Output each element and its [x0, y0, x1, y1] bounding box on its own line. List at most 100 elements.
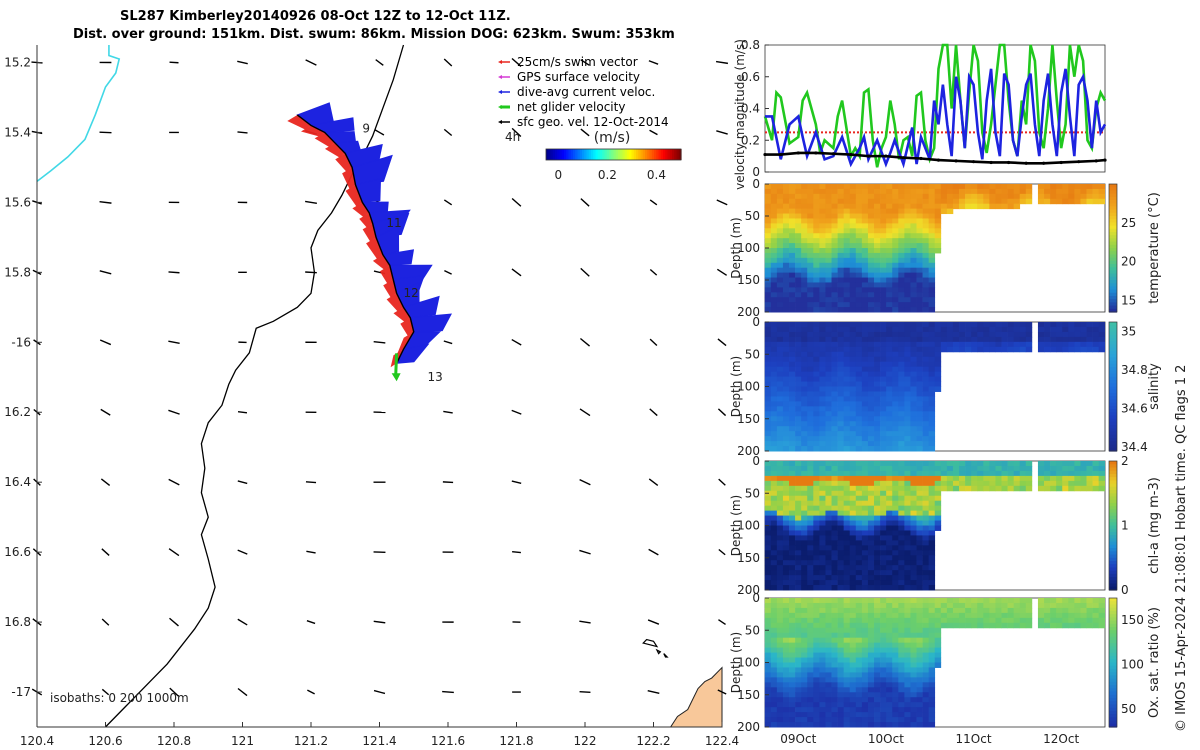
section-cell	[813, 530, 820, 536]
section-cell	[825, 682, 832, 688]
section-cell	[880, 257, 887, 264]
section-cell	[928, 560, 936, 566]
section-cell	[782, 386, 790, 392]
section-cell	[916, 490, 923, 497]
section-cell	[795, 722, 802, 728]
section-cell	[1013, 602, 1021, 609]
section-cell	[898, 391, 905, 397]
map-colorbar-cell	[609, 149, 612, 160]
section-cell	[843, 336, 851, 343]
section-cell	[764, 272, 772, 279]
section-cell	[892, 612, 899, 619]
section-cell	[922, 637, 929, 644]
section-cell	[789, 208, 796, 215]
section-cell	[916, 550, 923, 556]
section-cell	[843, 361, 851, 368]
section-cell	[801, 722, 808, 728]
section-cell	[1025, 612, 1033, 619]
section-cell	[776, 233, 784, 239]
section-cell	[898, 426, 905, 432]
section-cell	[910, 510, 917, 517]
section-cell	[849, 376, 857, 383]
section-cell	[922, 560, 929, 566]
section-cell	[782, 252, 790, 259]
section-cell	[971, 326, 978, 333]
section-cell	[928, 331, 936, 338]
section-cell	[1074, 326, 1081, 333]
section-cell	[831, 366, 838, 373]
section-cell	[776, 560, 784, 566]
section-cell	[952, 622, 960, 629]
section-colorbar-cell	[1109, 383, 1117, 388]
section-cell	[849, 657, 857, 663]
section-cell	[977, 346, 984, 353]
section-cell	[795, 376, 802, 383]
section-cell	[959, 480, 966, 487]
section-cell	[867, 607, 875, 614]
section-colorbar-cell	[1109, 196, 1117, 201]
section-cell	[898, 550, 905, 556]
section-cell	[831, 421, 838, 427]
section-cell	[849, 677, 857, 683]
section-cell	[1037, 607, 1045, 614]
section-cell	[764, 702, 772, 708]
section-cell	[825, 485, 832, 492]
map-colorbar-cell	[622, 149, 626, 160]
section-cell	[849, 470, 857, 477]
legend-label-dive: dive-avg current veloc.	[517, 85, 655, 99]
map-colorbar-cell	[631, 149, 635, 160]
section-cell	[983, 184, 990, 190]
section-cell	[807, 406, 814, 412]
section-cell	[861, 585, 869, 591]
section-cell	[801, 198, 808, 205]
section-cell	[795, 326, 802, 333]
section-cell	[904, 346, 911, 353]
section-cell	[965, 203, 972, 210]
section-cell	[849, 515, 857, 522]
section-cell	[904, 282, 911, 288]
section-cell	[910, 426, 917, 432]
section-cell	[825, 252, 832, 259]
section-cell	[789, 465, 796, 472]
section-cell	[819, 326, 826, 333]
section-cell	[813, 580, 820, 586]
section-cell	[825, 475, 832, 482]
section-cell	[867, 692, 875, 698]
section-cell	[904, 545, 911, 551]
map-y-tick-label: 16.2	[4, 405, 31, 419]
section-cell	[934, 657, 942, 663]
section-cell	[1098, 485, 1106, 492]
section-cell	[977, 341, 984, 348]
series-geo-point	[989, 160, 993, 165]
section-cell	[855, 336, 863, 343]
section-cell	[892, 292, 899, 298]
section-cell	[861, 346, 869, 353]
section-cell	[898, 617, 905, 624]
section-cell	[959, 193, 966, 200]
section-colorbar-cell	[1109, 412, 1117, 417]
section-cell	[892, 565, 899, 571]
section-cell	[867, 652, 875, 659]
section-cell	[843, 565, 851, 571]
section-cell	[867, 722, 875, 728]
section-cell	[849, 607, 857, 614]
section-cell	[934, 607, 942, 614]
section-cell	[1044, 336, 1051, 343]
section-cell	[1037, 612, 1045, 619]
section-cell	[855, 560, 863, 566]
section-cell	[952, 336, 960, 343]
section-colorbar-cell	[1109, 415, 1117, 420]
section-cell	[807, 243, 814, 249]
section-cell	[843, 346, 851, 353]
section-cell	[1080, 326, 1087, 333]
geo-velocity-arrow	[169, 61, 179, 64]
section-cell	[928, 465, 936, 472]
section-cell	[874, 585, 881, 591]
section-cell	[770, 535, 778, 541]
section-cell	[819, 421, 826, 427]
section-cell	[837, 228, 844, 234]
section-cell	[922, 341, 929, 348]
section-cell	[855, 341, 863, 348]
section-colorbar-cell	[1109, 232, 1117, 236]
section-cell	[880, 461, 887, 467]
